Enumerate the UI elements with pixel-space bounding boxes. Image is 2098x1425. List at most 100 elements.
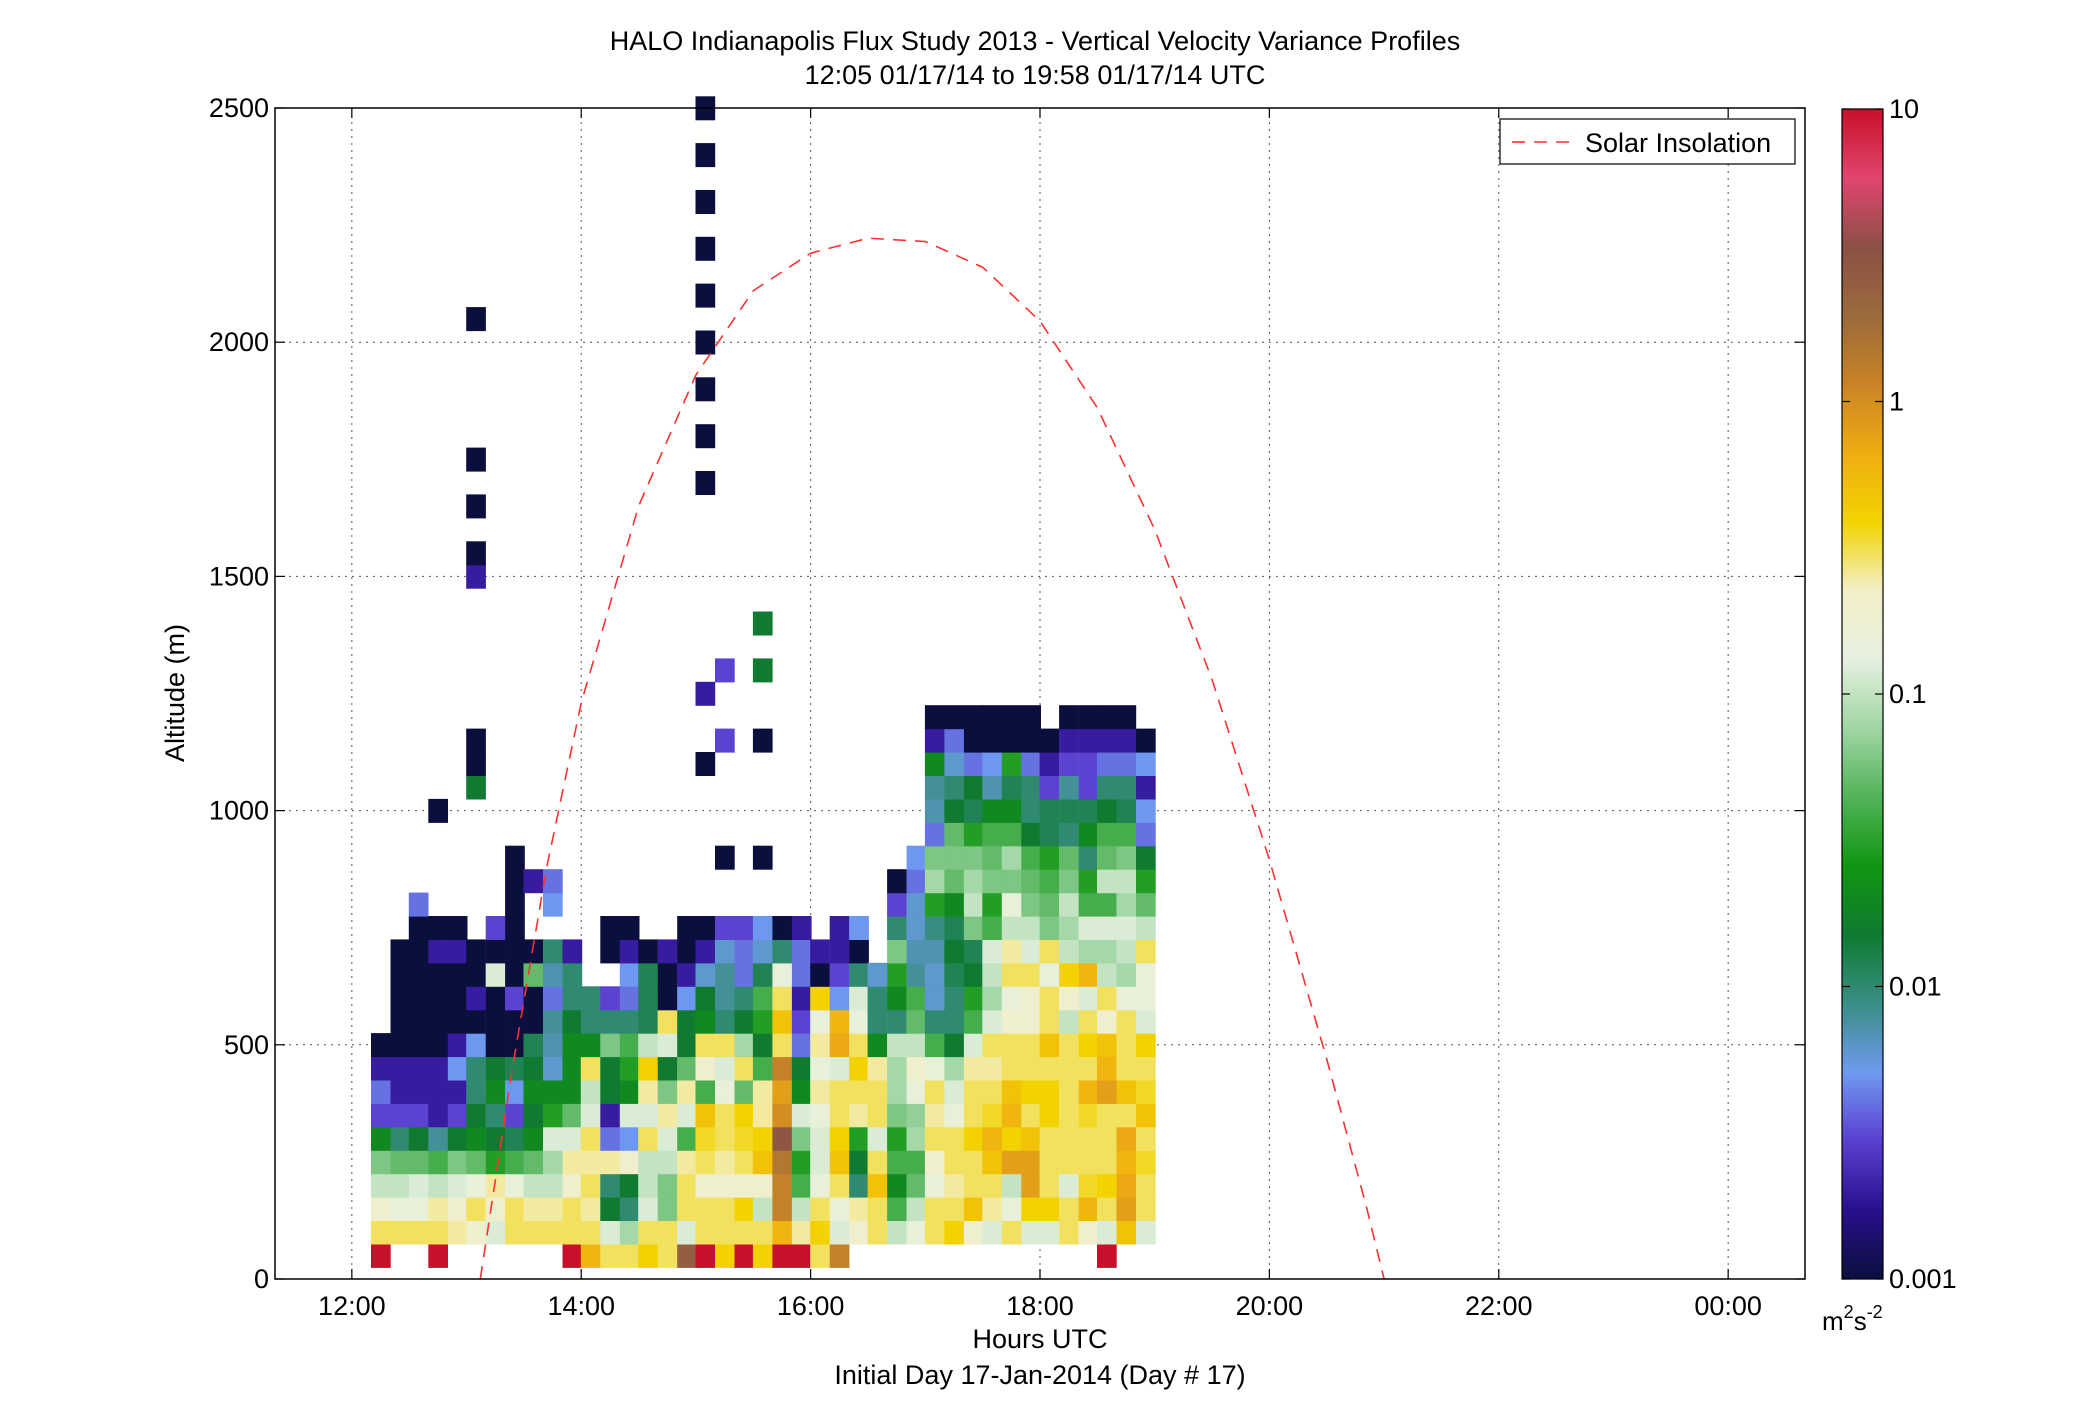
heatmap-cell xyxy=(715,986,735,1011)
y-tick-label: 500 xyxy=(224,1030,269,1060)
heatmap-cell xyxy=(677,1079,697,1104)
heatmap-cell xyxy=(810,1220,830,1245)
heatmap-cell xyxy=(715,1243,735,1268)
x-axis-sublabel: Initial Day 17-Jan-2014 (Day # 17) xyxy=(834,1360,1245,1390)
heatmap-cell xyxy=(1001,1033,1022,1058)
heatmap-cell xyxy=(619,1126,640,1151)
heatmap-cell xyxy=(1078,1150,1099,1175)
heatmap-cell xyxy=(1001,705,1022,730)
heatmap-cell xyxy=(982,798,1002,823)
solar-insolation-curve xyxy=(479,237,1385,1280)
heatmap-cell xyxy=(772,962,793,987)
heatmap-cell xyxy=(1097,939,1117,964)
heatmap-cell xyxy=(1021,962,1041,987)
heatmap-cell xyxy=(715,1056,735,1081)
heatmap-cell xyxy=(600,916,620,940)
heatmap-cell xyxy=(829,916,850,940)
heatmap-cell xyxy=(466,775,486,800)
heatmap-cell xyxy=(1021,1220,1041,1245)
heatmap-cell xyxy=(1136,1056,1156,1081)
heatmap-cell xyxy=(791,1126,812,1151)
heatmap-cell xyxy=(428,986,448,1011)
heatmap-cell xyxy=(829,1009,850,1034)
heatmap-cell xyxy=(677,1150,697,1175)
heatmap-cell xyxy=(1001,775,1022,800)
heatmap-cell xyxy=(677,1197,697,1221)
heatmap-cell xyxy=(1039,962,1060,987)
heatmap-cell xyxy=(1078,1173,1099,1198)
heatmap-cell xyxy=(695,681,716,706)
heatmap-cell xyxy=(829,1103,850,1128)
heatmap-cell xyxy=(1136,986,1156,1011)
heatmap-cell xyxy=(1078,916,1099,940)
heatmap-cell xyxy=(924,1220,945,1245)
heatmap-cell xyxy=(505,962,525,987)
heatmap-cell xyxy=(1021,939,1041,964)
heatmap-cell xyxy=(447,1033,468,1058)
heatmap-cell xyxy=(1078,1033,1099,1058)
heatmap-cell xyxy=(1136,775,1156,800)
heatmap-cell xyxy=(752,1126,773,1151)
heatmap-cell xyxy=(849,939,869,964)
heatmap-cell xyxy=(944,798,965,823)
heatmap-cell xyxy=(600,1243,620,1268)
heatmap-cell xyxy=(1097,1220,1117,1245)
heatmap-cell xyxy=(485,1173,506,1198)
heatmap-cell xyxy=(580,1220,601,1245)
heatmap-cell xyxy=(619,1197,640,1221)
heatmap-cell xyxy=(485,1056,506,1081)
heatmap-cell xyxy=(543,892,563,917)
heatmap-cell xyxy=(1078,939,1099,964)
heatmap-cell xyxy=(390,1056,411,1081)
heatmap-cell xyxy=(1021,1150,1041,1175)
heatmap-cell xyxy=(944,1103,965,1128)
heatmap-cell xyxy=(600,939,620,964)
heatmap-cell xyxy=(466,986,486,1011)
heatmap-cell xyxy=(638,939,658,964)
heatmap-cell xyxy=(505,1173,525,1198)
heatmap-cell xyxy=(1039,869,1060,894)
heatmap-cell xyxy=(734,1220,755,1245)
heatmap-cell xyxy=(791,1103,812,1128)
heatmap-cell xyxy=(849,1056,869,1081)
heatmap-cell xyxy=(924,916,945,940)
x-tick-label: 14:00 xyxy=(547,1291,615,1321)
heatmap-cell xyxy=(562,1126,583,1151)
heatmap-cell xyxy=(1116,1079,1137,1104)
heatmap-cell xyxy=(924,1126,945,1151)
heatmap-cell xyxy=(1097,1150,1117,1175)
heatmap-cell xyxy=(505,869,525,894)
heatmap-cell xyxy=(810,1056,830,1081)
heatmap-cell xyxy=(1021,728,1041,753)
heatmap-cell xyxy=(752,1033,773,1058)
heatmap-cell xyxy=(695,377,716,402)
heatmap-cell xyxy=(982,1150,1002,1175)
heatmap-cell xyxy=(1021,1197,1041,1221)
heatmap-cell xyxy=(1001,1173,1022,1198)
heatmap-cell xyxy=(906,1009,927,1034)
heatmap-cell xyxy=(772,1150,793,1175)
heatmap-cell xyxy=(638,1150,658,1175)
heatmap-cell xyxy=(1136,1079,1156,1104)
heatmap-cell xyxy=(906,1220,927,1245)
heatmap-cell xyxy=(906,916,927,940)
heatmap-cell xyxy=(1097,962,1117,987)
heatmap-cell xyxy=(523,1150,544,1175)
heatmap-cell xyxy=(1059,822,1079,847)
heatmap-cell xyxy=(390,1009,411,1034)
heatmap-cell xyxy=(1116,775,1137,800)
heatmap-cell xyxy=(1001,939,1022,964)
heatmap-cell xyxy=(944,1126,965,1151)
heatmap-cell xyxy=(1078,1197,1099,1221)
heatmap-cell xyxy=(810,1173,830,1198)
heatmap-cell xyxy=(1059,1079,1079,1104)
heatmap-cell xyxy=(791,939,812,964)
heatmap-cell xyxy=(638,962,658,987)
heatmap-cell xyxy=(1078,845,1099,870)
heatmap-cell xyxy=(1097,916,1117,940)
heatmap-cell xyxy=(371,1243,391,1268)
heatmap-cell xyxy=(810,986,830,1011)
heatmap-cell xyxy=(562,1173,583,1198)
heatmap-cell xyxy=(580,1079,601,1104)
heatmap-cell xyxy=(963,1056,984,1081)
